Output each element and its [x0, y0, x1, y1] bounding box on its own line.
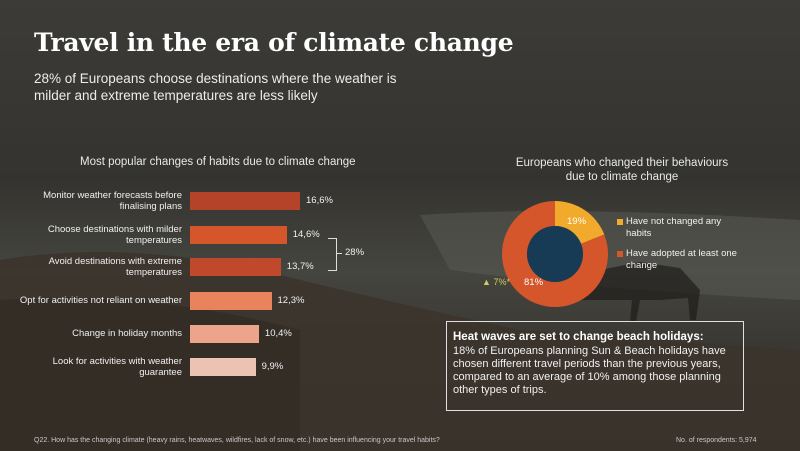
donut-chart	[502, 201, 608, 307]
bar-value-label: 10,4%	[264, 328, 292, 339]
side-note: ▲ 7%*	[482, 277, 510, 287]
warning-icon: ▲	[482, 277, 491, 287]
bar	[190, 192, 300, 210]
legend-item-not-changed: Have not changed any habits	[617, 216, 746, 240]
donut-label-not-changed: 19%	[567, 216, 587, 227]
bar-value-label: 12,3%	[277, 295, 305, 306]
donut-label-adopted: 81%	[524, 277, 544, 288]
donut-center	[527, 226, 583, 282]
respondents-count: No. of respondents: 5,974	[676, 437, 757, 444]
bar-value-label: 13,7%	[286, 261, 314, 272]
bar-value-label: 9,9%	[261, 361, 284, 372]
bar	[190, 325, 259, 343]
bar-chart-title: Most popular changes of habits due to cl…	[80, 156, 356, 168]
bar	[190, 226, 287, 244]
bar-category-label: Monitor weather forecasts before finalis…	[43, 189, 182, 213]
bar-value-label: 14,6%	[292, 229, 320, 240]
page-subtitle: 28% of Europeans choose destinations whe…	[34, 71, 397, 103]
callout-heading: Heat waves are set to change beach holid…	[453, 331, 704, 343]
callout-body: 18% of Europeans planning Sun & Beach ho…	[453, 345, 726, 396]
bar-category-label: Change in holiday months	[72, 328, 182, 339]
survey-question-footnote: Q22. How has the changing climate (heavy…	[34, 437, 440, 444]
legend-swatch-not-changed	[617, 219, 623, 225]
legend-label-adopted: Have adopted at least one change	[626, 248, 737, 271]
group-bracket-label: 28%	[345, 247, 365, 258]
bar-category-label: Avoid destinations with extreme temperat…	[48, 255, 182, 279]
side-note-value: 7%*	[493, 277, 510, 287]
heat-wave-callout: Heat waves are set to change beach holid…	[446, 321, 744, 411]
legend-item-adopted: Have adopted at least one change	[617, 248, 746, 272]
donut-slice-not-changed	[555, 201, 605, 244]
bar	[190, 358, 256, 376]
bar-category-label: Opt for activities not reliant on weathe…	[19, 295, 182, 306]
group-bracket	[328, 238, 337, 271]
bar-category-label: Look for activities with weather guarant…	[52, 355, 182, 379]
bar-category-label: Choose destinations with milder temperat…	[47, 223, 182, 247]
page-title: Travel in the era of climate change	[34, 28, 514, 57]
donut-chart-title: Europeans who changed their behaviours d…	[515, 157, 729, 183]
legend-label-not-changed: Have not changed any habits	[626, 216, 722, 239]
donut-slice-adopted	[502, 201, 608, 307]
bar	[190, 292, 272, 310]
legend-swatch-adopted	[617, 251, 623, 257]
bar-value-label: 16,6%	[306, 195, 333, 206]
bar	[190, 258, 281, 276]
group-bracket-tick	[336, 253, 342, 254]
